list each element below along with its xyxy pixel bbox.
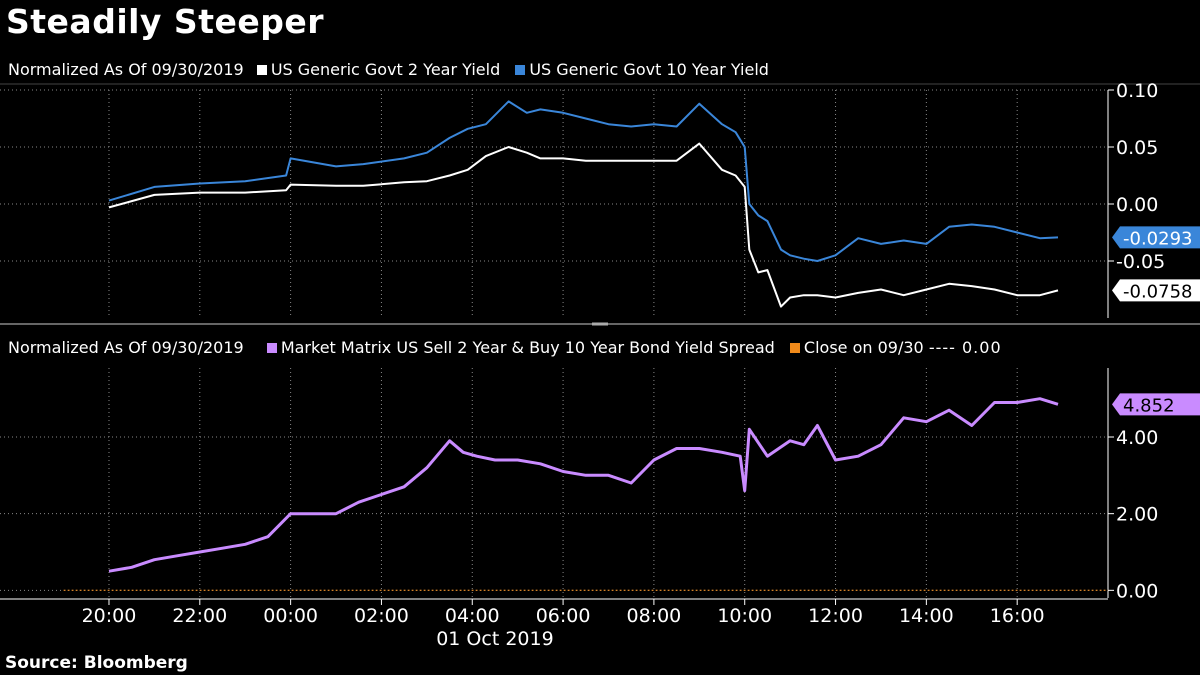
bottom-ytick-label-2: 0.00 — [1116, 580, 1158, 602]
top-series-0-value-label: -0.0758 — [1123, 281, 1192, 302]
blue-swatch-icon — [515, 65, 526, 75]
orange-swatch-icon — [789, 343, 800, 353]
top-series-0-line — [108, 142, 1059, 308]
bottom-series-0-value-label: 4.852 — [1123, 395, 1175, 416]
legend-close-label: Close on 09/30 — [803, 338, 924, 357]
top-series-0-value-tag — [1112, 279, 1200, 302]
x-tick-label-2: 00:00 — [263, 605, 318, 627]
bottom-legend: Normalized As Of 09/30/2019 Market Matri… — [8, 338, 1002, 357]
bottom-ytick-label-1: 2.00 — [1116, 504, 1158, 526]
x-date-label: 01 Oct 2019 — [436, 628, 553, 650]
legend-10y-label: US Generic Govt 10 Year Yield — [529, 60, 769, 79]
top-ytick-label-2: 0.00 — [1116, 194, 1158, 216]
bottom-series-0-value-tag — [1112, 393, 1200, 416]
bottom-legend-prefix: Normalized As Of 09/30/2019 — [8, 338, 244, 357]
x-tick-label-3: 02:00 — [354, 605, 409, 627]
source-note: Source: Bloomberg — [5, 653, 188, 673]
top-series-1-line — [108, 100, 1059, 262]
purple-swatch-icon — [266, 343, 277, 353]
top-ytick-label-1: 0.05 — [1116, 137, 1158, 159]
bottom-ytick-label-0: 4.00 — [1116, 427, 1158, 449]
x-tick-label-6: 08:00 — [627, 605, 682, 627]
top-ytick-label-3: -0.05 — [1116, 251, 1165, 273]
top-legend-prefix: Normalized As Of 09/30/2019 — [8, 60, 244, 79]
chart-title: Steadily Steeper — [6, 2, 325, 41]
bottom-series-0-line — [108, 397, 1059, 573]
legend-spread-label: Market Matrix US Sell 2 Year & Buy 10 Ye… — [280, 338, 775, 357]
x-tick-label-10: 16:00 — [990, 605, 1045, 627]
x-tick-label-7: 10:00 — [717, 605, 772, 627]
x-tick-label-5: 06:00 — [536, 605, 591, 627]
x-tick-label-4: 04:00 — [445, 605, 500, 627]
x-tick-label-1: 22:00 — [172, 605, 227, 627]
x-tick-label-8: 12:00 — [808, 605, 863, 627]
white-swatch-icon — [256, 65, 267, 75]
top-legend: Normalized As Of 09/30/2019 US Generic G… — [8, 60, 769, 79]
top-ytick-label-0: 0.10 — [1116, 80, 1158, 102]
top-series-1-value-label: -0.0293 — [1123, 228, 1192, 249]
legend-close-value: ---- 0.00 — [928, 338, 1002, 357]
x-tick-label-9: 14:00 — [899, 605, 954, 627]
x-tick-label-0: 20:00 — [82, 605, 137, 627]
top-series-1-value-tag — [1112, 226, 1200, 249]
legend-2y-label: US Generic Govt 2 Year Yield — [270, 60, 501, 79]
